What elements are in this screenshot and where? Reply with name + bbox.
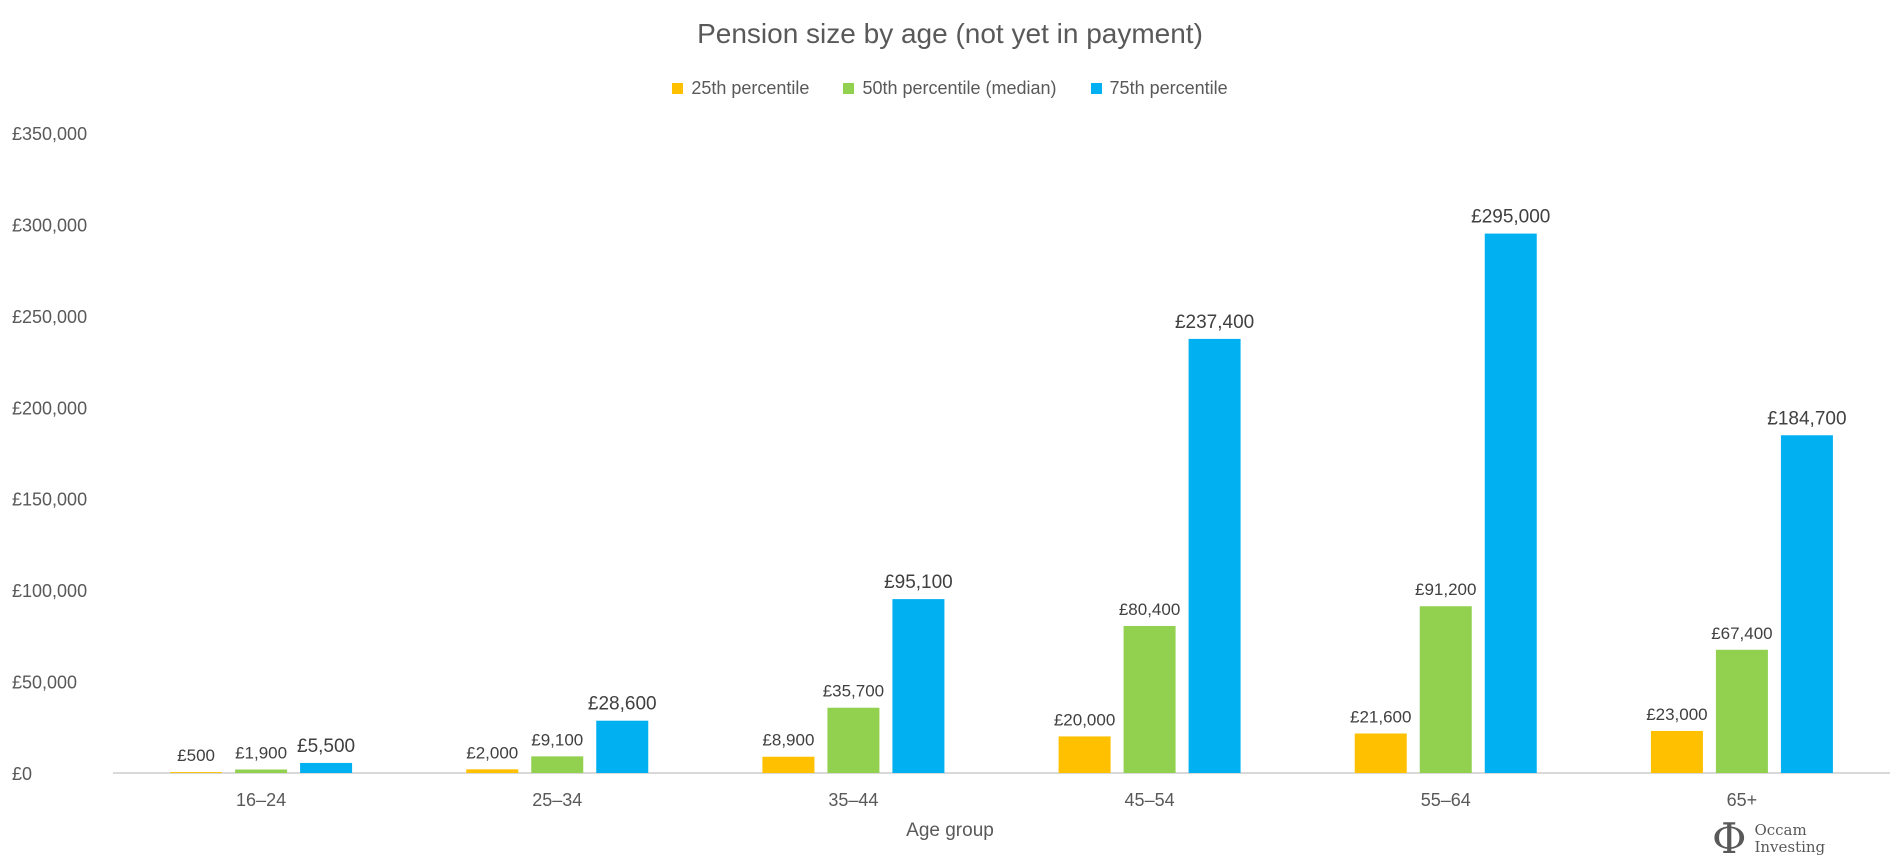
data-label: £95,100 — [884, 572, 953, 593]
data-label: £9,100 — [531, 730, 583, 749]
data-label: £91,200 — [1415, 580, 1476, 599]
data-label: £184,700 — [1767, 408, 1846, 429]
bar — [1419, 606, 1472, 773]
bar — [892, 599, 945, 773]
data-label: £20,000 — [1054, 710, 1115, 729]
y-tick-label: £300,000 — [12, 215, 87, 235]
bar — [1188, 338, 1241, 773]
x-tick-label: 55–64 — [1421, 790, 1471, 810]
legend-label-p75: 75th percentile — [1109, 78, 1228, 98]
x-axis-title: Age group — [906, 820, 994, 841]
y-tick-label: £150,000 — [12, 490, 87, 510]
data-label: £67,400 — [1711, 624, 1772, 643]
y-tick-label: £100,000 — [12, 581, 87, 601]
bar — [1123, 625, 1176, 773]
bar — [827, 707, 880, 773]
data-label: £35,700 — [823, 682, 884, 701]
legend-item-p75: 75th percentile — [1090, 78, 1228, 99]
bar — [466, 769, 519, 773]
bar — [531, 756, 584, 773]
bar — [235, 769, 288, 773]
data-label: £237,400 — [1175, 312, 1254, 333]
legend-label-p50: 50th percentile (median) — [862, 78, 1057, 98]
legend-swatch-p25 — [672, 83, 684, 94]
bar — [170, 772, 223, 773]
data-label: £295,000 — [1471, 207, 1550, 228]
bar — [596, 720, 649, 773]
data-label: £2,000 — [466, 743, 518, 762]
legend-swatch-p75 — [1090, 83, 1102, 94]
data-label: £500 — [177, 746, 215, 765]
bar — [300, 762, 353, 773]
data-label: £8,900 — [762, 731, 814, 750]
data-label: £1,900 — [235, 744, 287, 763]
y-tick-label: £200,000 — [12, 398, 87, 418]
data-label: £21,600 — [1350, 708, 1411, 727]
bar — [1058, 736, 1111, 773]
x-tick-label: 16–24 — [236, 790, 286, 810]
x-tick-label: 25–34 — [532, 790, 582, 810]
y-tick-label: £250,000 — [12, 307, 87, 327]
bar — [1484, 233, 1537, 774]
x-tick-label: 45–54 — [1125, 790, 1175, 810]
data-label: £5,500 — [297, 736, 355, 757]
legend: 25th percentile 50th percentile (median)… — [0, 78, 1900, 99]
y-tick-label: £50,000 — [12, 673, 77, 693]
y-tick-label: £350,000 — [12, 124, 87, 144]
y-tick-label: £0 — [12, 764, 32, 784]
x-tick-label: 35–44 — [828, 790, 878, 810]
occam-investing-logo: Φ Occam Investing — [1712, 818, 1825, 860]
legend-label-p25: 25th percentile — [691, 78, 810, 98]
chart-title: Pension size by age (not yet in payment) — [697, 18, 1203, 49]
data-label: £28,600 — [588, 694, 657, 715]
bar — [1354, 733, 1407, 773]
data-label: £80,400 — [1119, 600, 1180, 619]
legend-item-p50: 50th percentile (median) — [843, 78, 1057, 99]
phi-logo-icon: Φ — [1712, 814, 1747, 863]
data-label: £23,000 — [1646, 705, 1707, 724]
logo-text: Occam Investing — [1754, 822, 1825, 856]
bar — [1650, 730, 1703, 773]
bar — [762, 756, 815, 773]
bar — [1715, 649, 1768, 773]
logo-line-2: Investing — [1754, 838, 1826, 856]
legend-swatch-p50 — [843, 83, 855, 94]
logo-line-1: Occam — [1754, 821, 1807, 839]
legend-item-p25: 25th percentile — [672, 78, 809, 99]
x-tick-label: 65+ — [1727, 790, 1758, 810]
bar — [1780, 435, 1833, 773]
